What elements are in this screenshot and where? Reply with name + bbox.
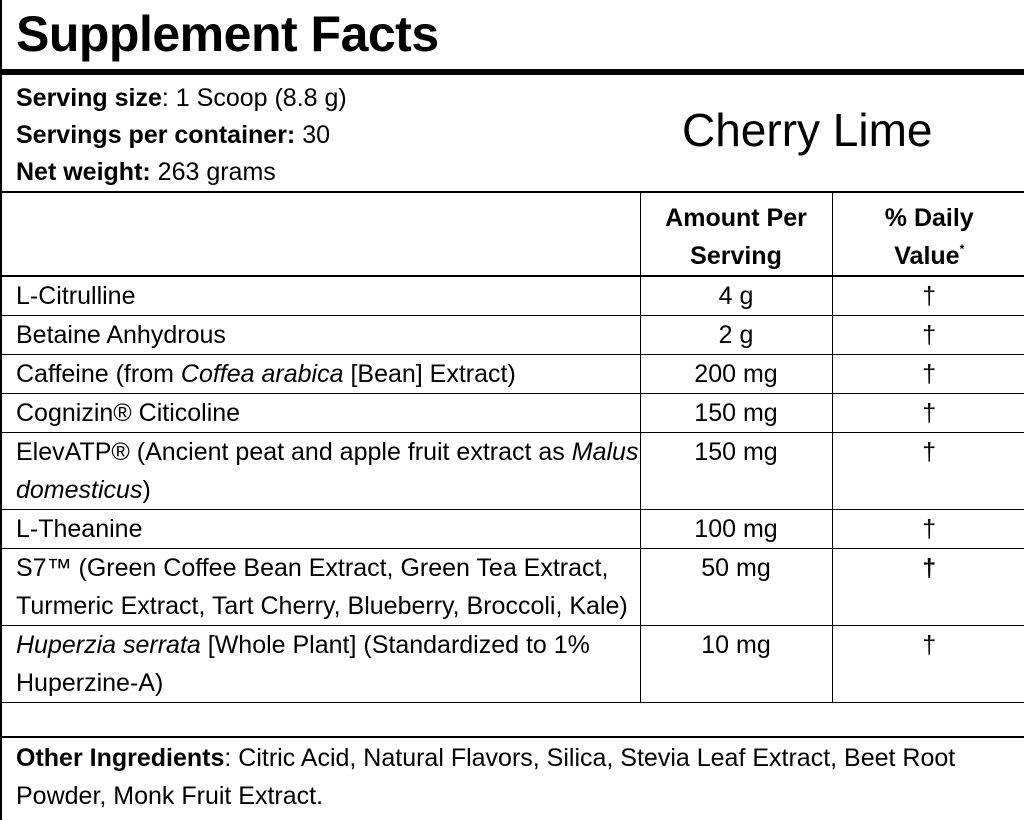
ingredient-amount: 100 mg bbox=[639, 509, 833, 549]
header-daily-value: % Daily Value* bbox=[831, 191, 1024, 277]
other-ingredients-rule bbox=[2, 736, 1024, 738]
table-header-row: Amount Per Serving % Daily Value* bbox=[2, 191, 1024, 277]
servings-per-container-label: Servings per container: bbox=[16, 121, 296, 149]
other-ingredients-label: Other Ingredients bbox=[16, 744, 225, 772]
net-weight-line: Net weight: 263 grams bbox=[16, 154, 636, 191]
table-row: Betaine Anhydrous 2 g † bbox=[2, 315, 1024, 355]
ingredient-daily-value: † bbox=[831, 625, 1024, 703]
ingredients-table: Amount Per Serving % Daily Value* L-Citr… bbox=[2, 191, 1024, 703]
ingredient-daily-value: † bbox=[831, 315, 1024, 355]
table-row: ElevATP® (Ancient peat and apple fruit e… bbox=[2, 432, 1024, 510]
asterisk-mark: * bbox=[959, 242, 965, 256]
serving-size-label: Serving size bbox=[16, 84, 162, 112]
servings-per-container-line: Servings per container: 30 bbox=[16, 117, 636, 154]
table-row: L-Theanine 100 mg † bbox=[2, 509, 1024, 549]
ingredient-name: Huperzia serrata [Whole Plant] (Standard… bbox=[2, 625, 641, 703]
ingredient-daily-value: † bbox=[831, 275, 1024, 316]
ingredient-amount: 50 mg bbox=[639, 548, 833, 626]
net-weight-label: Net weight: bbox=[16, 158, 151, 186]
other-ingredients-text: : Citric Acid, Natural Flavors, Silica, … bbox=[16, 744, 956, 810]
table-row: S7™ (Green Coffee Bean Extract, Green Te… bbox=[2, 548, 1024, 626]
ingredient-amount: 200 mg bbox=[639, 354, 833, 394]
ingredient-amount: 4 g bbox=[639, 275, 833, 316]
ingredient-name: ElevATP® (Ancient peat and apple fruit e… bbox=[2, 432, 641, 510]
ingredient-name: L-Theanine bbox=[2, 509, 641, 549]
table-row: Cognizin® Citicoline 150 mg † bbox=[2, 393, 1024, 433]
ingredient-amount: 150 mg bbox=[639, 432, 833, 510]
other-ingredients: Other Ingredients: Citric Acid, Natural … bbox=[16, 739, 1016, 815]
ingredient-daily-value: † bbox=[831, 509, 1024, 549]
table-row: Caffeine (from Coffea arabica [Bean] Ext… bbox=[2, 354, 1024, 394]
flavor-name: Cherry Lime bbox=[682, 104, 933, 156]
table-row: L-Citrulline 4 g † bbox=[2, 275, 1024, 316]
ingredient-amount: 150 mg bbox=[639, 393, 833, 433]
table-row: Huperzia serrata [Whole Plant] (Standard… bbox=[2, 625, 1024, 703]
serving-size-line: Serving size: 1 Scoop (8.8 g) bbox=[16, 80, 636, 117]
ingredient-name: Caffeine (from Coffea arabica [Bean] Ext… bbox=[2, 354, 641, 394]
ingredient-daily-value: † bbox=[831, 548, 1024, 626]
header-blank bbox=[2, 191, 641, 277]
net-weight-value: 263 grams bbox=[150, 158, 276, 186]
ingredient-daily-value: † bbox=[831, 354, 1024, 394]
ingredient-daily-value: † bbox=[831, 432, 1024, 510]
ingredient-name: Betaine Anhydrous bbox=[2, 315, 641, 355]
ingredient-amount: 10 mg bbox=[639, 625, 833, 703]
ingredient-name: L-Citrulline bbox=[2, 275, 641, 316]
serving-info: Serving size: 1 Scoop (8.8 g) Servings p… bbox=[16, 80, 636, 191]
header-amount: Amount Per Serving bbox=[639, 191, 833, 277]
ingredient-amount: 2 g bbox=[639, 315, 833, 355]
label-title: Supplement Facts bbox=[16, 6, 439, 62]
ingredient-name: S7™ (Green Coffee Bean Extract, Green Te… bbox=[2, 548, 641, 626]
ingredient-daily-value: † bbox=[831, 393, 1024, 433]
ingredient-name: Cognizin® Citicoline bbox=[2, 393, 641, 433]
servings-per-container-value: 30 bbox=[295, 121, 331, 149]
title-rule bbox=[2, 69, 1024, 75]
serving-size-value: : 1 Scoop (8.8 g) bbox=[161, 84, 347, 112]
